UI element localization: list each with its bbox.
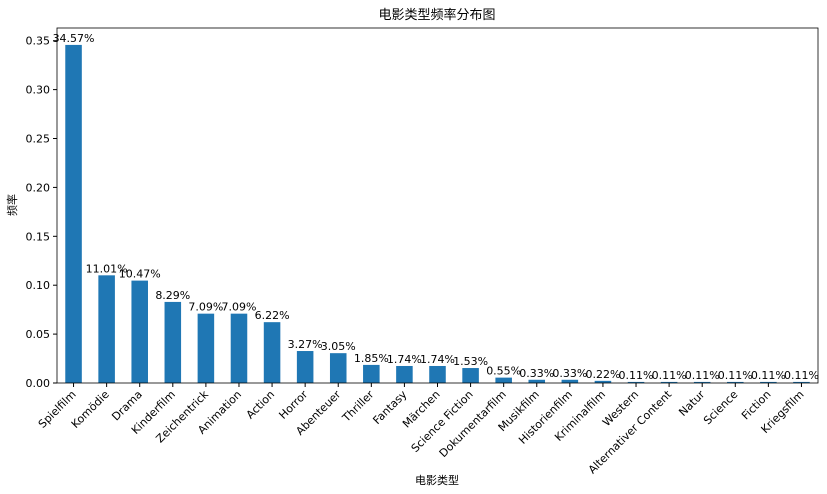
bar bbox=[462, 368, 479, 383]
y-tick-label: 0.15 bbox=[26, 230, 51, 243]
bar bbox=[627, 381, 645, 383]
bar bbox=[495, 377, 512, 383]
bar bbox=[131, 280, 148, 383]
y-axis-label: 频率 bbox=[5, 194, 19, 216]
value-label: 0.11% bbox=[685, 369, 720, 382]
bar bbox=[197, 313, 215, 383]
value-label: 0.11% bbox=[619, 369, 654, 382]
bar bbox=[164, 301, 182, 383]
bar bbox=[594, 380, 612, 383]
value-label: 3.05% bbox=[321, 340, 356, 353]
y-tick-label: 0.35 bbox=[26, 35, 51, 48]
value-label: 1.85% bbox=[354, 352, 389, 365]
value-label: 0.11% bbox=[652, 369, 687, 382]
x-axis-label: 电影类型 bbox=[415, 473, 459, 487]
y-tick-label: 0.30 bbox=[26, 84, 51, 97]
value-label: 0.55% bbox=[486, 365, 521, 378]
bar bbox=[727, 381, 744, 383]
bar bbox=[396, 365, 413, 383]
value-label: 0.33% bbox=[552, 367, 587, 380]
value-label: 11.01% bbox=[86, 262, 128, 275]
bar bbox=[230, 313, 248, 383]
y-tick-label: 0.20 bbox=[26, 181, 51, 194]
bar bbox=[561, 379, 579, 383]
chart-title: 电影类型频率分布图 bbox=[378, 7, 495, 23]
bar bbox=[760, 381, 777, 383]
x-tick-label: Science bbox=[701, 388, 741, 428]
bar bbox=[693, 381, 711, 383]
bar bbox=[296, 351, 314, 383]
y-tick-label: 0.05 bbox=[26, 328, 51, 341]
bar bbox=[363, 364, 380, 383]
y-tick-label: 0.00 bbox=[26, 377, 51, 390]
bar bbox=[528, 379, 546, 383]
value-label: 0.33% bbox=[519, 367, 554, 380]
bar bbox=[263, 322, 281, 383]
value-label: 1.74% bbox=[420, 353, 455, 366]
value-label: 8.29% bbox=[155, 289, 190, 302]
value-label: 6.22% bbox=[255, 309, 290, 322]
value-label: 10.47% bbox=[119, 268, 161, 281]
bar bbox=[660, 381, 678, 383]
value-label: 34.57% bbox=[53, 32, 95, 45]
value-label: 7.09% bbox=[188, 301, 223, 314]
bar bbox=[98, 275, 115, 383]
bar bbox=[65, 44, 82, 383]
x-tick-label: Action bbox=[244, 388, 278, 422]
value-label: 0.11% bbox=[718, 369, 753, 382]
value-label: 1.74% bbox=[387, 353, 422, 366]
y-tick-label: 0.25 bbox=[26, 133, 51, 146]
value-label: 7.09% bbox=[222, 301, 257, 314]
value-label: 0.11% bbox=[751, 369, 786, 382]
x-tick-label: Natur bbox=[676, 388, 707, 419]
value-label: 1.53% bbox=[453, 355, 488, 368]
value-label: 3.27% bbox=[288, 338, 323, 351]
bar bbox=[429, 365, 446, 383]
value-label: 0.22% bbox=[585, 368, 620, 381]
value-label: 0.11% bbox=[784, 369, 819, 382]
bar bbox=[793, 381, 810, 383]
bar bbox=[329, 353, 347, 383]
plot-frame bbox=[56, 27, 819, 384]
y-tick-label: 0.10 bbox=[26, 279, 51, 292]
